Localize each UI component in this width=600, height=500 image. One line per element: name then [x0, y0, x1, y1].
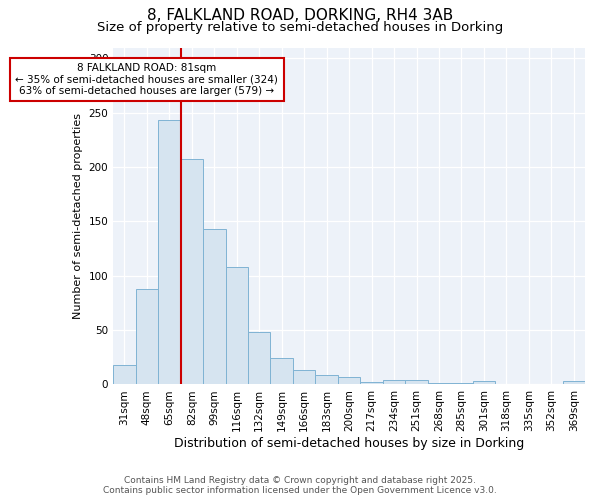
Y-axis label: Number of semi-detached properties: Number of semi-detached properties — [73, 113, 83, 319]
Text: 8, FALKLAND ROAD, DORKING, RH4 3AB: 8, FALKLAND ROAD, DORKING, RH4 3AB — [147, 8, 453, 22]
Text: Contains HM Land Registry data © Crown copyright and database right 2025.
Contai: Contains HM Land Registry data © Crown c… — [103, 476, 497, 495]
Text: 8 FALKLAND ROAD: 81sqm
← 35% of semi-detached houses are smaller (324)
63% of se: 8 FALKLAND ROAD: 81sqm ← 35% of semi-det… — [16, 62, 278, 96]
Bar — [113, 365, 136, 384]
Bar — [271, 358, 293, 384]
Bar — [405, 380, 428, 384]
X-axis label: Distribution of semi-detached houses by size in Dorking: Distribution of semi-detached houses by … — [174, 437, 524, 450]
Bar — [361, 382, 383, 384]
Bar — [473, 381, 495, 384]
Bar — [316, 374, 338, 384]
Bar — [293, 370, 316, 384]
Bar — [338, 377, 361, 384]
Bar — [563, 381, 585, 384]
Bar — [158, 120, 181, 384]
Bar — [383, 380, 405, 384]
Bar — [203, 229, 226, 384]
Bar — [226, 267, 248, 384]
Text: Size of property relative to semi-detached houses in Dorking: Size of property relative to semi-detach… — [97, 22, 503, 35]
Bar — [248, 332, 271, 384]
Bar — [136, 289, 158, 384]
Bar — [181, 160, 203, 384]
